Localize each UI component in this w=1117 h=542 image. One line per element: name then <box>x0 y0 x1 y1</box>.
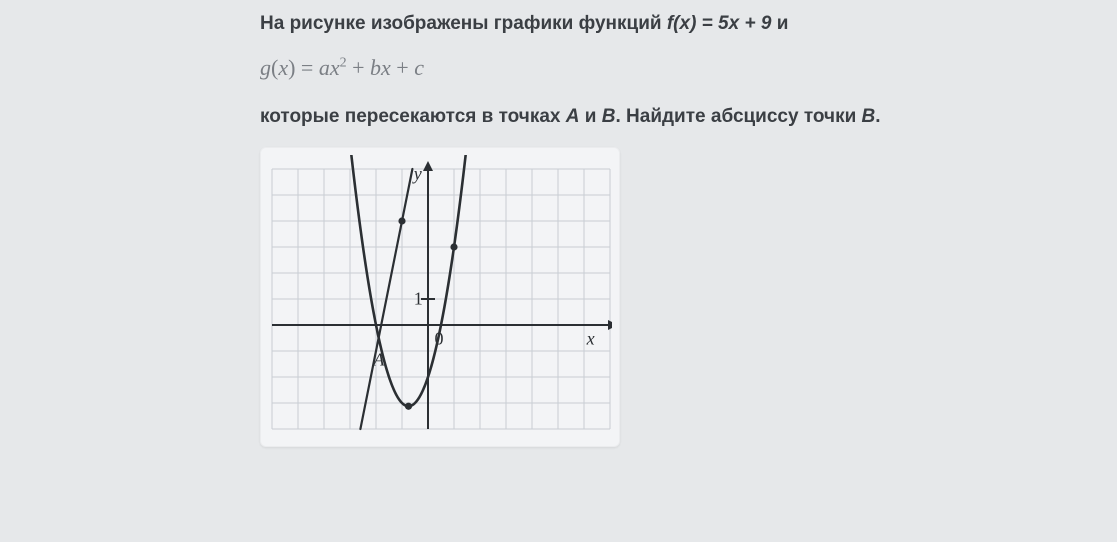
chart-svg: y x 10 A <box>260 147 620 447</box>
text: На рисунке изображены графики функций <box>260 13 667 34</box>
x: x <box>330 55 340 80</box>
svg-text:0: 0 <box>435 329 444 349</box>
b: b <box>370 55 381 80</box>
chart-card: y x 10 A <box>260 147 620 447</box>
point-b: B <box>602 106 616 127</box>
g: g <box>260 55 271 80</box>
fx-expression: f(x) = 5x + 9 <box>667 13 772 34</box>
text: . Найдите абсциссу точки <box>615 106 861 127</box>
c: c <box>414 55 424 80</box>
text: которые пересекаются в точках <box>260 106 566 127</box>
period: . <box>875 106 880 127</box>
svg-text:y: y <box>412 163 422 183</box>
x: x <box>381 55 391 80</box>
svg-text:A: A <box>372 349 385 369</box>
content-column: На рисунке изображены графики функций f(… <box>260 10 1080 447</box>
a: a <box>319 55 330 80</box>
point-a: A <box>566 106 580 127</box>
text: и <box>771 13 788 34</box>
text: и <box>579 106 601 127</box>
svg-text:x: x <box>586 329 595 349</box>
x: x <box>278 55 288 80</box>
gx-expression: g(x) = ax2 + bx + c <box>260 55 1080 81</box>
page-root: На рисунке изображены графики функций f(… <box>0 0 1117 542</box>
eq: = <box>295 55 318 80</box>
plus: + <box>391 55 414 80</box>
squared: 2 <box>340 55 347 70</box>
plus: + <box>347 55 370 80</box>
svg-text:1: 1 <box>414 289 423 309</box>
problem-line-2: которые пересекаются в точках A и B. Най… <box>260 103 1080 132</box>
point-b: B <box>862 106 876 127</box>
problem-line-1: На рисунке изображены графики функций f(… <box>260 10 1080 39</box>
